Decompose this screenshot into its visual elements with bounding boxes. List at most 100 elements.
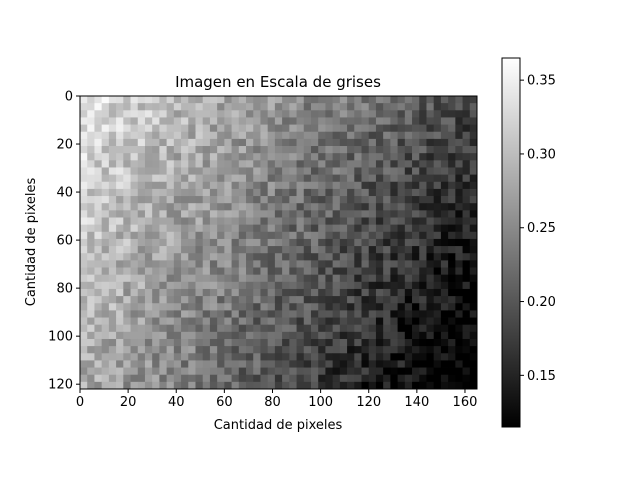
heatmap-cell — [274, 203, 283, 211]
heatmap-cell — [267, 146, 276, 154]
heatmap-cell — [383, 103, 391, 111]
heatmap-cell — [108, 138, 117, 147]
heatmap-cell — [361, 381, 370, 390]
heatmap-cell — [462, 346, 471, 354]
heatmap-cell — [173, 203, 182, 211]
heatmap-cell — [433, 367, 442, 376]
heatmap-cell — [347, 181, 355, 190]
heatmap-cell — [325, 124, 334, 133]
heatmap-cell — [390, 338, 398, 347]
heatmap-cell — [267, 281, 276, 290]
heatmap-cell — [246, 267, 254, 276]
heatmap-cell — [303, 360, 312, 368]
heatmap-cell — [274, 260, 283, 268]
heatmap-cell — [80, 181, 88, 190]
heatmap-cell — [469, 274, 478, 283]
heatmap-cell — [108, 267, 117, 276]
heatmap-cell — [347, 188, 355, 197]
heatmap-cell — [419, 117, 427, 125]
heatmap-cell — [80, 188, 88, 197]
heatmap-cell — [419, 210, 427, 218]
heatmap-cell — [383, 374, 391, 383]
heatmap-cell — [361, 117, 370, 125]
heatmap-cell — [339, 260, 348, 268]
heatmap-cell — [368, 267, 377, 276]
heatmap-cell — [80, 303, 88, 311]
heatmap-cell — [130, 317, 139, 326]
heatmap-cell — [188, 153, 196, 161]
heatmap-cell — [289, 160, 297, 168]
heatmap-cell — [375, 367, 384, 376]
heatmap-cell — [231, 331, 240, 340]
heatmap-cell — [144, 303, 153, 311]
heatmap-cell — [224, 231, 232, 240]
heatmap-cell — [260, 317, 269, 326]
heatmap-cell — [433, 146, 442, 154]
heatmap-cell — [260, 138, 269, 147]
heatmap-cell — [289, 196, 297, 204]
heatmap-cell — [274, 146, 283, 154]
heatmap-cell — [332, 260, 341, 268]
heatmap-cell — [274, 131, 283, 140]
heatmap-cell — [260, 153, 269, 161]
heatmap-cell — [426, 160, 435, 168]
heatmap-cell — [195, 210, 204, 218]
heatmap-cell — [303, 331, 312, 340]
heatmap-cell — [130, 253, 139, 261]
heatmap-cell — [123, 253, 131, 261]
heatmap-cell — [347, 260, 355, 268]
heatmap-cell — [440, 124, 449, 133]
heatmap-cell — [375, 338, 384, 347]
heatmap-cell — [448, 381, 456, 390]
heatmap-cell — [209, 131, 218, 140]
heatmap-cell — [217, 288, 225, 297]
heatmap-cell — [332, 374, 341, 383]
heatmap-cell — [318, 231, 326, 240]
heatmap-cell — [440, 146, 449, 154]
heatmap-cell — [397, 381, 406, 390]
heatmap-cell — [152, 310, 160, 318]
heatmap-cell — [347, 246, 355, 254]
heatmap-cell — [332, 324, 341, 333]
heatmap-cell — [94, 338, 103, 347]
heatmap-cell — [195, 117, 204, 125]
heatmap-cell — [246, 167, 254, 176]
heatmap-cell — [433, 281, 442, 290]
heatmap-cell — [433, 181, 442, 190]
heatmap-cell — [152, 138, 160, 147]
heatmap-cell — [361, 131, 370, 140]
heatmap-cell — [253, 103, 261, 111]
heatmap-cell — [238, 253, 247, 261]
heatmap-cell — [152, 267, 160, 276]
heatmap-cell — [375, 124, 384, 133]
heatmap-cell — [80, 367, 88, 376]
heatmap-cell — [108, 360, 117, 368]
heatmap-cell — [390, 153, 398, 161]
heatmap-cell — [347, 117, 355, 125]
heatmap-cell — [159, 324, 168, 333]
heatmap-cell — [152, 238, 160, 247]
heatmap-cell — [318, 281, 326, 290]
heatmap-cell — [166, 267, 175, 276]
heatmap-cell — [231, 374, 240, 383]
heatmap-cell — [433, 131, 442, 140]
heatmap-cell — [274, 288, 283, 297]
heatmap-cell — [188, 310, 196, 318]
heatmap-cell — [166, 374, 175, 383]
heatmap-cell — [383, 153, 391, 161]
heatmap-cell — [404, 181, 413, 190]
heatmap-cell — [181, 246, 189, 254]
heatmap-cell — [296, 153, 305, 161]
heatmap-cell — [303, 231, 312, 240]
heatmap-cell — [238, 96, 247, 104]
x-tick-label: 160 — [453, 395, 478, 410]
heatmap-cell — [282, 331, 290, 340]
heatmap-cell — [390, 296, 398, 304]
heatmap-cell — [325, 153, 334, 161]
heatmap-cell — [433, 246, 442, 254]
heatmap-cell — [433, 153, 442, 161]
heatmap-cell — [80, 203, 88, 211]
heatmap-cell — [419, 367, 427, 376]
heatmap-cell — [94, 196, 103, 204]
heatmap-cell — [354, 167, 362, 176]
